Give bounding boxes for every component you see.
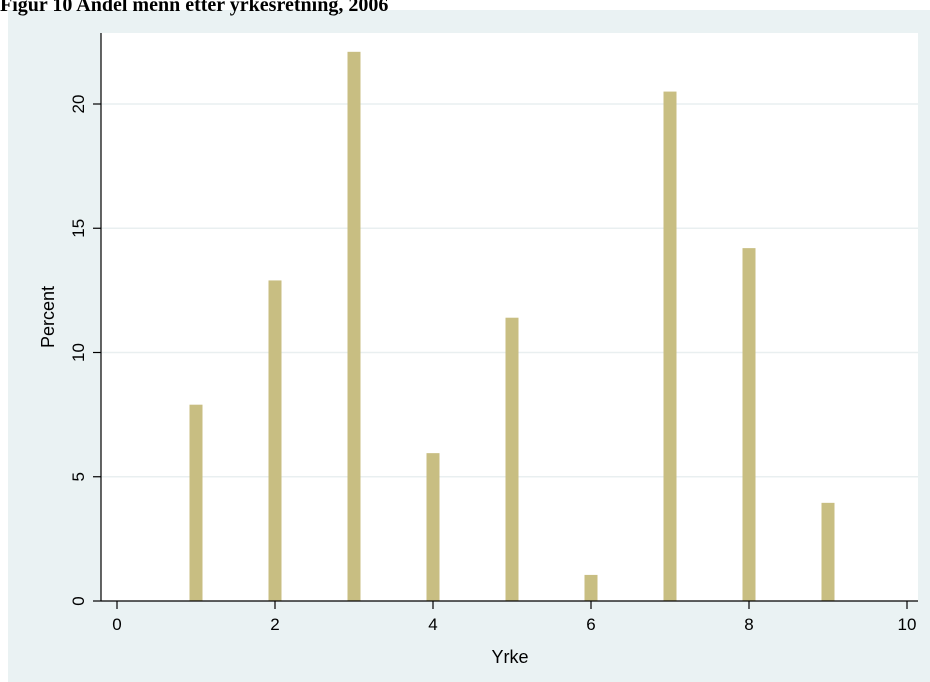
x-tick-label-4: 8 <box>744 615 753 634</box>
bar-4 <box>426 453 440 601</box>
bar-1 <box>189 404 203 601</box>
figure-title: Figur 10 Andel menn etter yrkesretning, … <box>0 0 389 16</box>
bar-2 <box>268 280 282 601</box>
x-ticks: 0 2 4 6 8 10 <box>112 601 916 634</box>
y-tick-label-2: 10 <box>69 343 88 362</box>
x-tick-label-5: 10 <box>898 615 917 634</box>
bar-6 <box>584 574 598 601</box>
y-axis-title: Percent <box>38 286 58 348</box>
x-tick-label-0: 0 <box>112 615 121 634</box>
bar-9 <box>821 502 835 601</box>
bar-5 <box>505 317 519 601</box>
bars <box>189 51 835 601</box>
y-tick-label-0: 0 <box>69 596 88 605</box>
bar-7 <box>663 91 677 601</box>
axes <box>100 33 918 602</box>
bar-8 <box>742 248 756 601</box>
y-tick-label-4: 20 <box>69 95 88 114</box>
bar-3 <box>347 51 361 601</box>
x-tick-label-1: 2 <box>270 615 279 634</box>
y-ticks: 0 5 10 15 20 <box>69 95 101 606</box>
y-tick-label-1: 5 <box>69 472 88 481</box>
x-tick-label-2: 4 <box>428 615 437 634</box>
y-tick-label-3: 15 <box>69 219 88 238</box>
x-axis-title: Yrke <box>491 647 528 667</box>
x-tick-label-3: 6 <box>586 615 595 634</box>
